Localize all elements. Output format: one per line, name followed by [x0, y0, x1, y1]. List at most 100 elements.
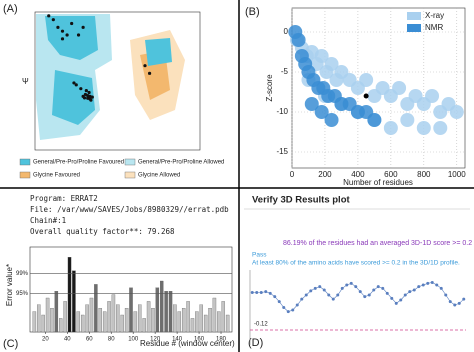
- point: [399, 298, 403, 302]
- y-axis-label: Ψ: [22, 77, 29, 86]
- point: [376, 285, 380, 289]
- bar: [138, 304, 142, 333]
- bar: [37, 304, 41, 333]
- bar: [102, 311, 107, 333]
- point: [383, 121, 398, 135]
- favoured-region: [52, 70, 95, 125]
- bar: [54, 291, 59, 333]
- point: [51, 18, 55, 22]
- point: [286, 310, 290, 314]
- legend-label: General/Pre-Pro/Proline Allowed: [138, 160, 224, 166]
- point: [309, 289, 313, 293]
- bar: [142, 318, 146, 333]
- point: [65, 33, 69, 37]
- point: [412, 288, 416, 292]
- y-tick-label: -10: [276, 107, 288, 116]
- legend-label: Glycine Favoured: [33, 173, 80, 179]
- x-tick-label: 180: [216, 337, 227, 343]
- point: [345, 283, 349, 287]
- point: [433, 121, 448, 135]
- x-tick-label: 600: [384, 170, 398, 179]
- bar: [41, 314, 45, 333]
- point: [76, 33, 81, 37]
- point: [367, 113, 382, 127]
- point: [324, 57, 339, 71]
- bar: [212, 297, 217, 333]
- point: [295, 303, 299, 307]
- legend-swatch: [124, 158, 136, 166]
- point: [255, 291, 259, 294]
- point: [363, 295, 367, 299]
- highlight-point: [363, 93, 369, 99]
- point: [70, 21, 74, 26]
- x-tick-label: 800: [417, 170, 431, 179]
- bar: [225, 314, 230, 333]
- point: [372, 288, 376, 292]
- point: [81, 25, 85, 29]
- bar: [133, 311, 138, 333]
- point: [439, 286, 443, 290]
- x-tick-label: 100: [128, 337, 139, 343]
- point: [457, 301, 461, 305]
- favoured-region: [145, 38, 172, 66]
- panel-label: (B): [245, 6, 260, 18]
- y-tick-label: -0.12: [254, 322, 268, 328]
- x-tick-label: 200: [318, 170, 332, 179]
- point: [392, 81, 407, 95]
- bar: [98, 308, 102, 333]
- bar: [164, 291, 168, 333]
- point: [426, 281, 430, 285]
- point: [359, 73, 374, 87]
- point: [291, 33, 306, 47]
- point: [354, 285, 358, 289]
- bar: [160, 280, 164, 333]
- point: [313, 286, 317, 290]
- point: [417, 285, 421, 289]
- ramachandran-regions: [34, 11, 201, 151]
- result-line: 86.19% of the residues had an averaged 3…: [283, 240, 472, 247]
- bar: [120, 314, 124, 333]
- point: [381, 286, 385, 290]
- info-line: Chain#:1: [30, 216, 66, 225]
- point: [147, 71, 152, 75]
- point: [90, 95, 94, 99]
- point: [87, 90, 91, 95]
- point: [430, 281, 434, 284]
- y-tick-label: 0: [284, 27, 289, 36]
- result-line: At least 80% of the amino acids have sco…: [252, 260, 460, 267]
- bar: [50, 308, 54, 333]
- x-tick-label: 120: [150, 337, 161, 343]
- legend-swatch: [407, 24, 421, 32]
- point: [300, 297, 304, 301]
- bar: [195, 311, 199, 333]
- info-line: Overall quality factor**: 79.268: [30, 227, 175, 236]
- x-tick-label: 400: [351, 170, 365, 179]
- bar: [116, 304, 120, 333]
- point: [291, 308, 295, 312]
- legend-swatch: [19, 158, 31, 166]
- point: [444, 293, 448, 297]
- point: [304, 97, 319, 111]
- point: [435, 283, 439, 287]
- x-axis-label: Number of residues: [343, 178, 413, 187]
- legend-swatch: [124, 171, 136, 179]
- point: [56, 25, 60, 29]
- point: [314, 105, 329, 119]
- legend-label: X-ray: [425, 11, 444, 20]
- point: [264, 290, 268, 294]
- point: [385, 291, 389, 295]
- y-tick-label: -5: [281, 67, 289, 76]
- point: [79, 87, 83, 91]
- legend-label: NMR: [425, 23, 443, 32]
- legend-swatch: [19, 171, 31, 179]
- bar: [186, 301, 190, 333]
- point: [400, 113, 415, 127]
- point: [403, 293, 407, 297]
- bar: [173, 304, 177, 333]
- point: [259, 291, 263, 294]
- point: [462, 297, 466, 301]
- point: [304, 293, 308, 297]
- y-tick-label: 95%: [16, 291, 29, 297]
- bar: [168, 291, 173, 333]
- bar: [67, 257, 72, 333]
